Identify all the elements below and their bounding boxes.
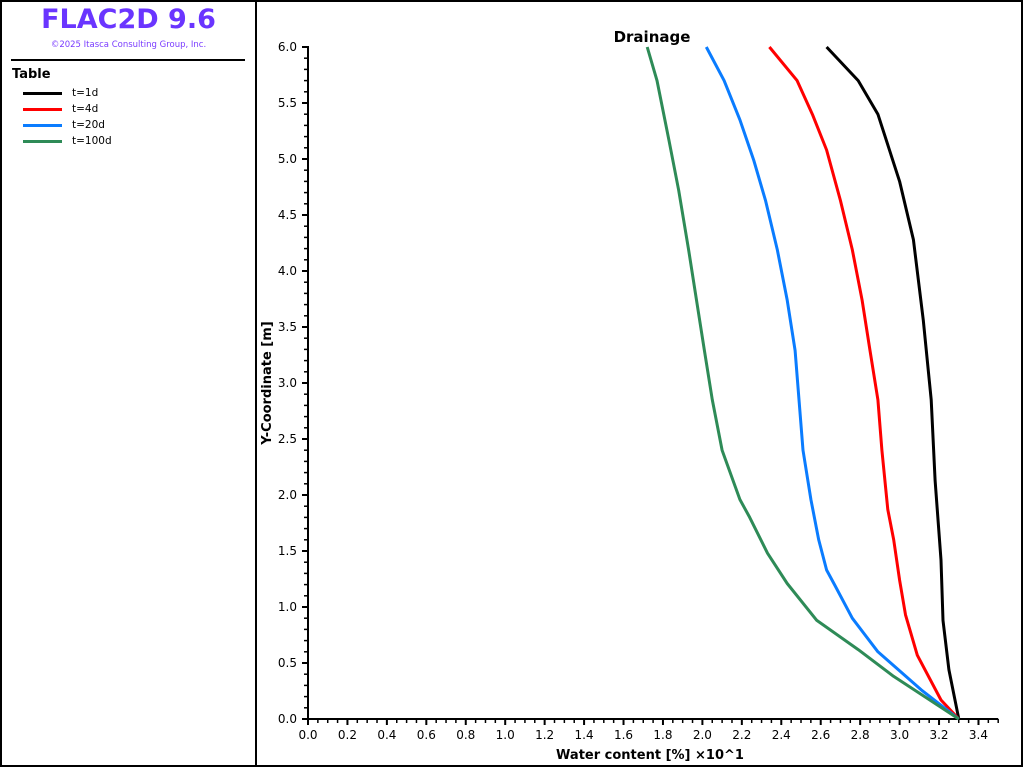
legend-swatch xyxy=(23,139,62,143)
x-tick-label: 3.2 xyxy=(929,728,948,742)
series-line-t-100d xyxy=(645,46,960,721)
legend-swatch xyxy=(23,123,62,127)
legend-label: t=20d xyxy=(72,119,105,131)
x-tick-label: 0.4 xyxy=(377,728,396,742)
x-tick-label: 1.0 xyxy=(496,728,515,742)
x-tick-label: 3.0 xyxy=(890,728,909,742)
x-axis-label: Water content [%] ×10^1 xyxy=(556,748,744,763)
series-line-t-4d xyxy=(768,46,960,721)
y-tick-label: 1.0 xyxy=(278,600,297,614)
legend-swatch xyxy=(23,107,62,111)
x-tick-label: 0.2 xyxy=(338,728,357,742)
x-tick-label: 1.6 xyxy=(614,728,633,742)
chart-title: Drainage xyxy=(614,28,691,46)
legend-title: Table xyxy=(12,67,51,82)
x-tick-label: 2.2 xyxy=(732,728,751,742)
y-tick-label: 0.0 xyxy=(278,712,297,726)
legend-item: t=1d xyxy=(23,86,98,100)
legend-label: t=4d xyxy=(72,103,99,115)
y-tick-label: 5.0 xyxy=(278,152,297,166)
x-tick-label: 0.6 xyxy=(417,728,436,742)
y-tick-label: 1.5 xyxy=(278,544,297,558)
y-tick-label: 6.0 xyxy=(278,40,297,54)
legend-label: t=1d xyxy=(72,87,99,99)
x-tick-label: 1.8 xyxy=(653,728,672,742)
divider xyxy=(11,59,245,61)
legend-item: t=100d xyxy=(23,134,112,148)
x-tick-label: 1.2 xyxy=(535,728,554,742)
x-tick-label: 0.0 xyxy=(298,728,317,742)
y-tick-label: 2.5 xyxy=(278,432,297,446)
y-tick-label: 0.5 xyxy=(278,656,297,670)
legend-item: t=4d xyxy=(23,102,98,116)
y-tick-label: 4.0 xyxy=(278,264,297,278)
series-line-t-1d xyxy=(825,45,961,720)
y-tick-label: 3.5 xyxy=(278,320,297,334)
copyright: ©2025 Itasca Consulting Group, Inc. xyxy=(50,40,207,50)
x-tick-label: 2.6 xyxy=(811,728,830,742)
y-tick-label: 5.5 xyxy=(278,96,297,110)
x-tick-label: 1.4 xyxy=(575,728,594,742)
y-tick-label: 2.0 xyxy=(278,488,297,502)
legend-swatch xyxy=(23,91,62,95)
x-tick-label: 2.0 xyxy=(693,728,712,742)
y-tick-label: 4.5 xyxy=(278,208,297,222)
legend-label: t=100d xyxy=(72,135,112,147)
x-tick-label: 3.4 xyxy=(969,728,988,742)
x-tick-label: 2.4 xyxy=(772,728,791,742)
series-line-t-20d xyxy=(704,46,960,721)
app-title: FLAC2D 9.6 xyxy=(41,4,216,35)
x-tick-label: 2.8 xyxy=(851,728,870,742)
legend-panel: FLAC2D 9.6 ©2025 Itasca Consulting Group… xyxy=(0,0,257,767)
x-tick-label: 0.8 xyxy=(456,728,475,742)
y-tick-label: 3.0 xyxy=(278,376,297,390)
y-axis-label: Y-Coordinate [m] xyxy=(260,321,275,446)
legend-item: t=20d xyxy=(23,118,105,132)
